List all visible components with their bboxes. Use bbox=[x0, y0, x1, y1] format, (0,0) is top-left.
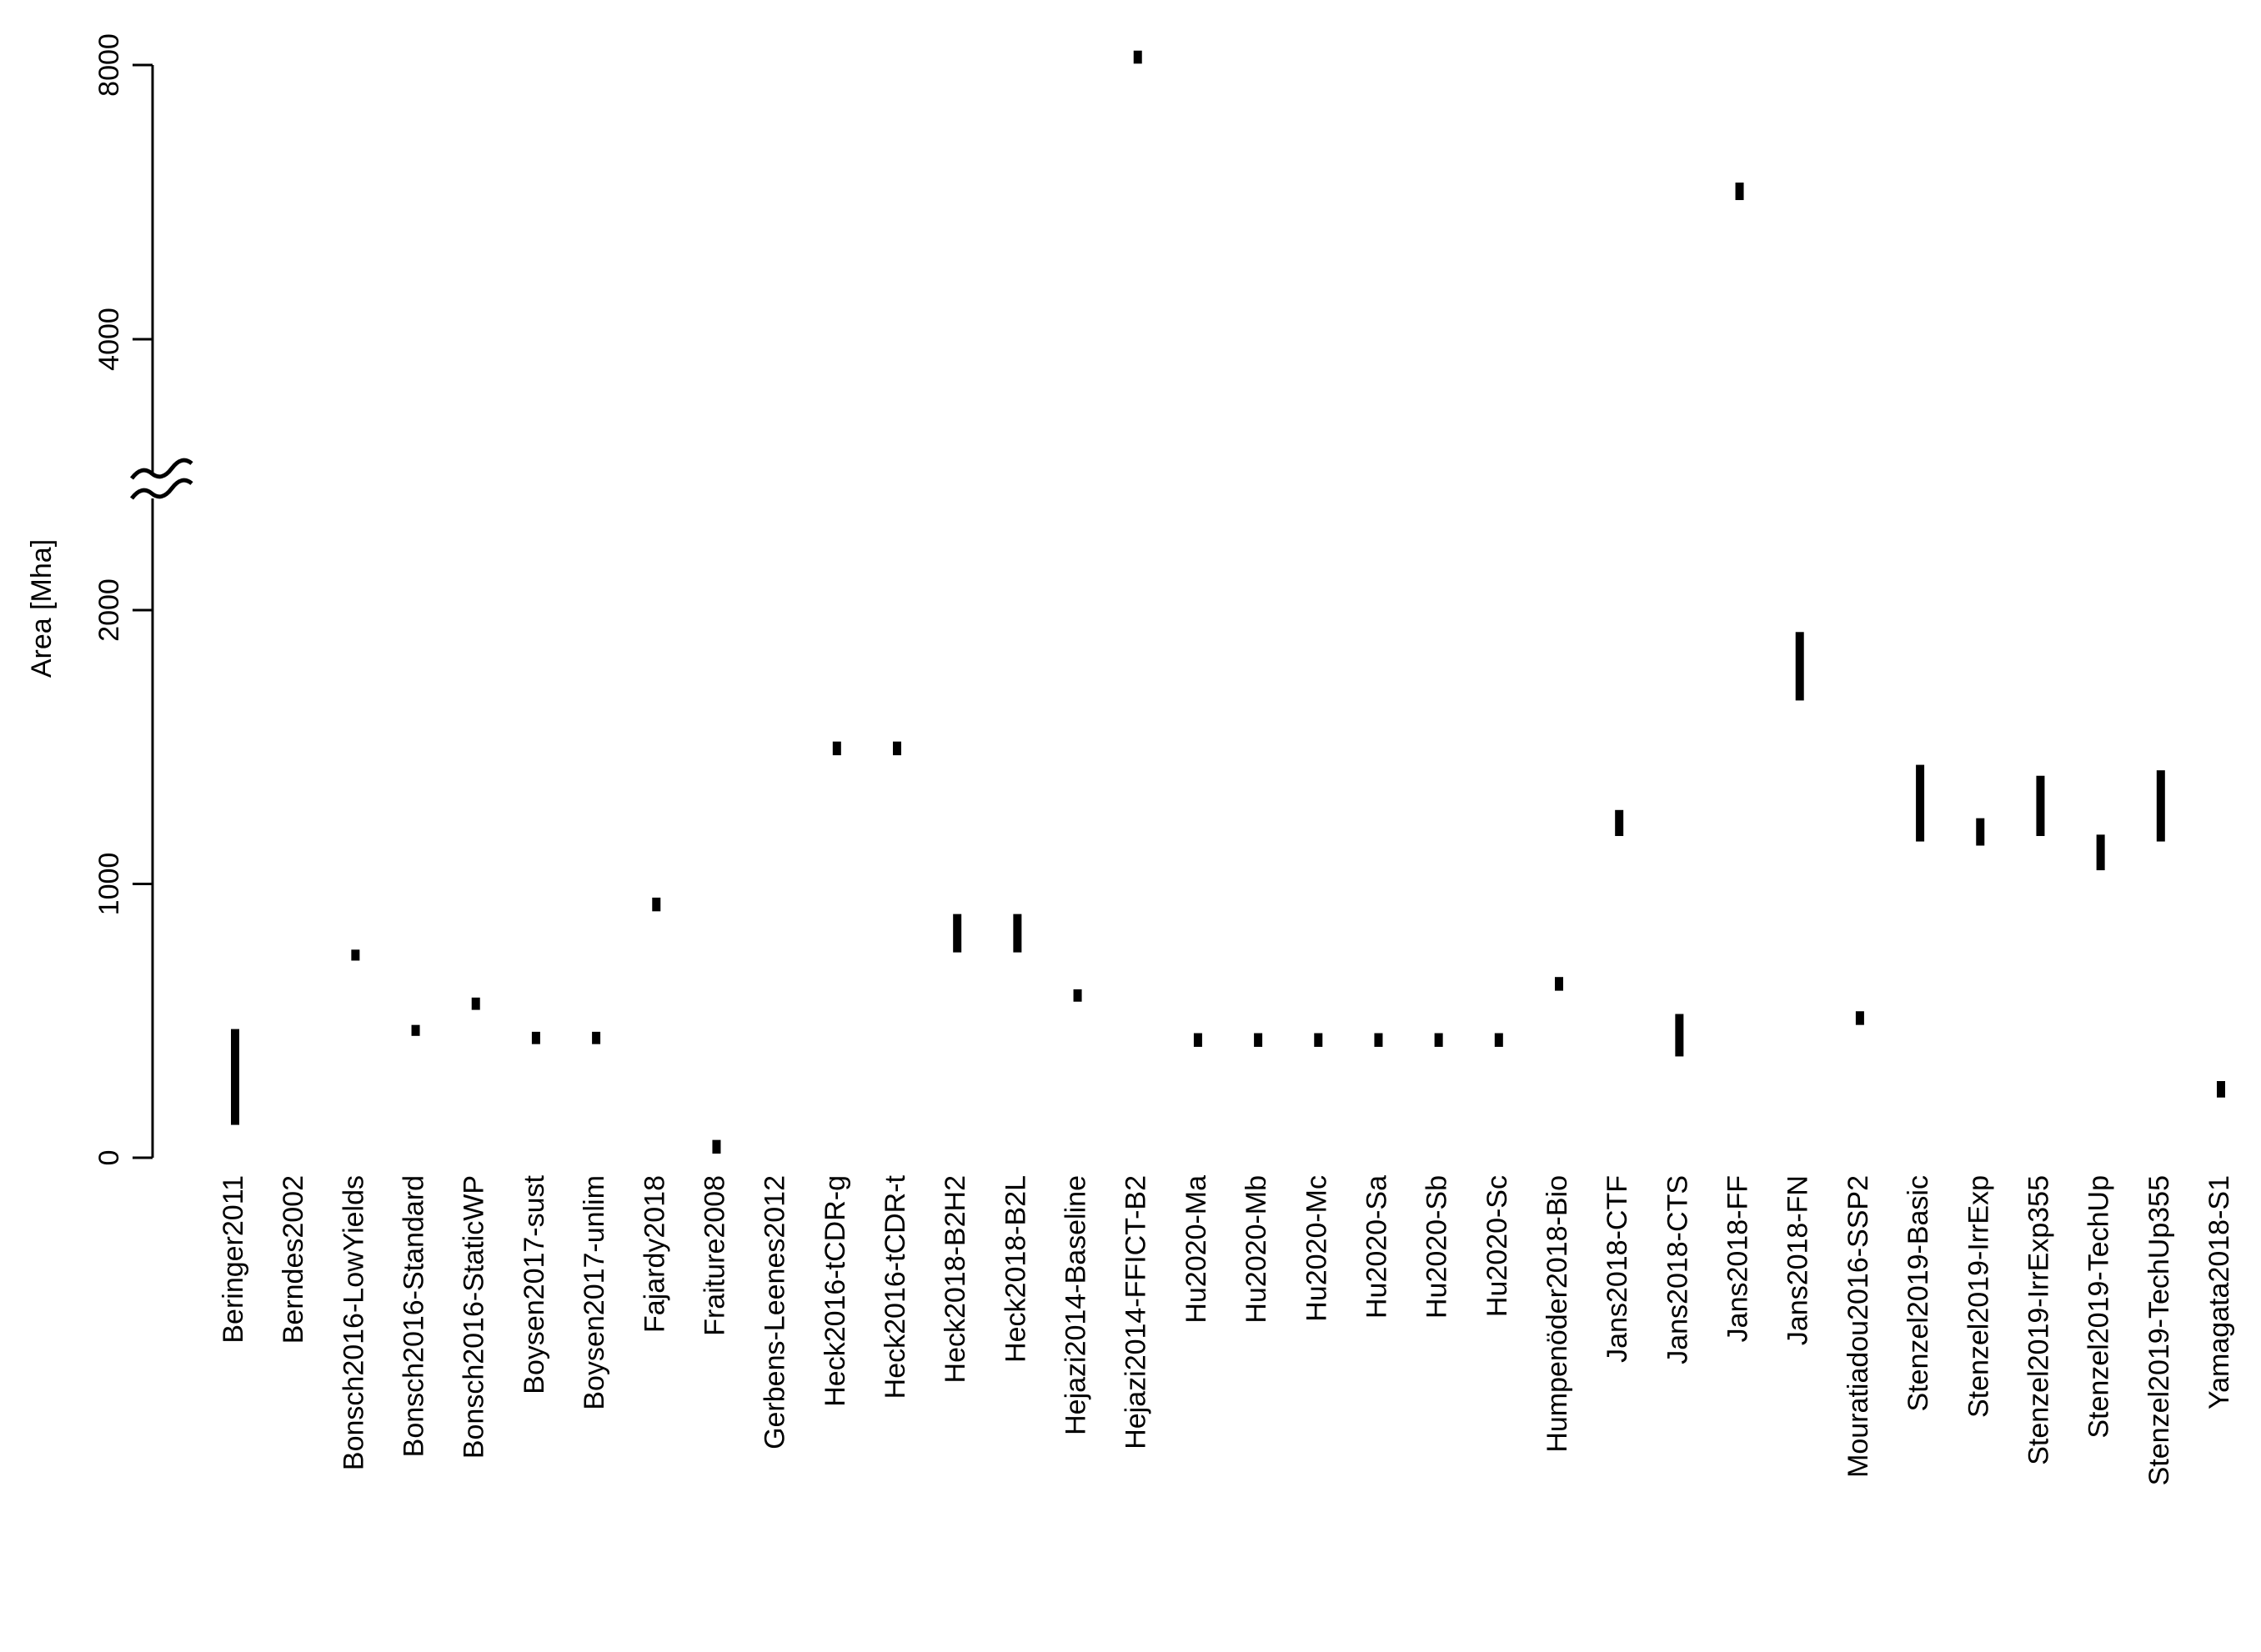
x-tick-label: Bonsch2016-LowYields bbox=[338, 1175, 369, 1470]
range-bar bbox=[712, 1139, 721, 1154]
x-tick-label: Stenzel2019-TechUp bbox=[2083, 1175, 2115, 1439]
x-tick-label: Berndes2002 bbox=[278, 1175, 309, 1344]
range-bar bbox=[471, 997, 480, 1010]
x-tick-label: Humpenöder2018-Bio bbox=[1542, 1175, 1573, 1453]
x-tick-label: Bonsch2016-StaticWP bbox=[459, 1175, 490, 1459]
range-bar bbox=[231, 1029, 239, 1125]
axis-break-mark bbox=[130, 478, 193, 500]
x-tick-label: Stenzel2019-Basic bbox=[1903, 1175, 1934, 1412]
x-tick-label: Beringer2011 bbox=[218, 1175, 249, 1344]
range-bar bbox=[592, 1031, 601, 1044]
range-bar bbox=[1795, 632, 1804, 701]
range-bar bbox=[2096, 834, 2105, 871]
x-tick-label: Heck2018-B2L bbox=[1000, 1175, 1031, 1363]
range-bar bbox=[1314, 1033, 1323, 1047]
x-tick-label: Heck2018-B2H2 bbox=[940, 1175, 971, 1383]
range-bar bbox=[1735, 183, 1744, 201]
range-bar bbox=[2217, 1081, 2225, 1098]
range-bar bbox=[1976, 818, 1985, 846]
range-bar bbox=[832, 741, 841, 756]
x-tick-label: Stenzel2019-IrrExp355 bbox=[2023, 1175, 2054, 1465]
x-tick-label: Stenzel2019-TechUp355 bbox=[2143, 1175, 2175, 1485]
x-tick-label: Mouratiadou2016-SSP2 bbox=[1842, 1175, 1874, 1478]
x-tick-label: Hu2020-Ma bbox=[1181, 1175, 1212, 1324]
x-tick-label: Boysen2017-unlim bbox=[579, 1175, 610, 1410]
y-tick-label: 4000 bbox=[93, 308, 125, 371]
range-bar bbox=[531, 1031, 540, 1044]
range-bar bbox=[1193, 1033, 1202, 1047]
x-tick-label: Hu2020-Sa bbox=[1361, 1175, 1392, 1319]
range-bar bbox=[1374, 1033, 1383, 1047]
range-bar bbox=[1675, 1014, 1684, 1057]
x-tick-label: Heck2016-tCDR-t bbox=[880, 1174, 911, 1399]
range-bar bbox=[1494, 1033, 1503, 1047]
range-bar bbox=[411, 1024, 420, 1036]
range-bar bbox=[1254, 1033, 1263, 1047]
x-tick-label: Jans2018-FF bbox=[1722, 1175, 1754, 1342]
x-tick-label: Hu2020-Mb bbox=[1241, 1175, 1272, 1324]
x-tick-label: Hu2020-Sb bbox=[1421, 1175, 1453, 1319]
range-bar bbox=[1073, 989, 1082, 1002]
x-tick-label: Boysen2017-sust bbox=[519, 1174, 550, 1394]
range-bar bbox=[652, 897, 661, 912]
range-bar bbox=[1615, 809, 1624, 837]
x-tick-label: Gerbens-Leenes2012 bbox=[760, 1175, 791, 1449]
x-tick-label: Jans2018-CTS bbox=[1662, 1175, 1693, 1364]
x-tick-label: Hu2020-Sc bbox=[1481, 1175, 1513, 1317]
x-tick-label: Jans2018-CTF bbox=[1602, 1175, 1633, 1363]
range-bar bbox=[1013, 914, 1022, 953]
y-tick-label: 2000 bbox=[93, 578, 125, 642]
x-tick-label: Yamagata2018-S1 bbox=[2203, 1175, 2235, 1409]
x-tick-label: Hejazi2014-Baseline bbox=[1060, 1175, 1092, 1435]
range-bar bbox=[1916, 764, 1925, 842]
y-tick-label: 1000 bbox=[93, 853, 125, 916]
range-bar bbox=[2156, 770, 2165, 842]
x-tick-label: Hejazi2014-FFICT-B2 bbox=[1120, 1175, 1152, 1449]
x-tick-label: Stenzel2019-IrrExp bbox=[1963, 1175, 1994, 1418]
y-tick-label: 0 bbox=[93, 1150, 125, 1166]
range-bar bbox=[1855, 1011, 1864, 1025]
range-bar bbox=[1133, 50, 1142, 64]
y-tick-label: 8000 bbox=[93, 33, 125, 97]
x-tick-label: Hu2020-Mc bbox=[1301, 1175, 1332, 1322]
range-bar bbox=[1434, 1033, 1443, 1047]
range-bar bbox=[1555, 977, 1563, 991]
range-bar bbox=[893, 741, 901, 756]
range-bar bbox=[2036, 775, 2045, 837]
y-axis-label: Area [Mha] bbox=[26, 539, 58, 678]
axis-break-mark bbox=[130, 458, 193, 480]
x-tick-label: Bonsch2016-Standard bbox=[399, 1175, 430, 1457]
x-tick-label: Fajardy2018 bbox=[639, 1175, 670, 1333]
x-tick-label: Jans2018-FN bbox=[1782, 1175, 1814, 1345]
range-bar bbox=[351, 949, 360, 961]
x-tick-label: Heck2016-tCDR-g bbox=[820, 1175, 851, 1407]
range-bar bbox=[953, 914, 962, 953]
x-tick-label: Fraiture2008 bbox=[699, 1175, 730, 1336]
